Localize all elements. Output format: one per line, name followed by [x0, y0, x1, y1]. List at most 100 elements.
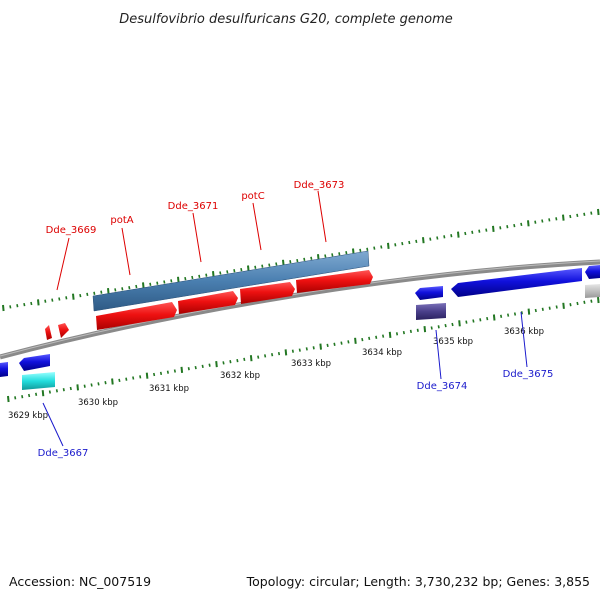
leader-dde-3671 — [192, 212, 202, 263]
outer-ring-major-tick — [527, 220, 530, 227]
outer-ring-minor-tick — [534, 220, 537, 224]
scale-label-3635: 3635 kbp — [433, 337, 473, 347]
reverse-gene-dde-3674 — [415, 286, 443, 300]
outer-ring-minor-tick — [16, 304, 19, 308]
outer-ring-minor-tick — [128, 286, 131, 290]
inner-ring-minor-tick — [159, 371, 163, 376]
outer-ring-minor-tick — [58, 297, 61, 301]
outer-ring-minor-tick — [156, 281, 159, 285]
inner-ring-minor-tick — [28, 393, 31, 398]
reverse-gene-left-fragment — [0, 362, 8, 377]
scale-label-3633: 3633 kbp — [291, 359, 331, 369]
outer-ring-minor-tick — [44, 299, 47, 303]
inner-ring-minor-tick — [118, 378, 121, 383]
outer-ring-minor-tick — [499, 226, 502, 230]
outer-ring-major-tick — [72, 293, 75, 300]
inner-ring-major-tick — [7, 395, 10, 403]
gray-feature — [585, 284, 600, 298]
inner-ring-minor-tick — [305, 347, 308, 351]
outer-ring-major-tick — [562, 214, 565, 221]
inner-ring-minor-tick — [243, 357, 246, 362]
inner-ring-minor-tick — [437, 325, 440, 329]
outer-ring-minor-tick — [219, 271, 222, 275]
scale-label-3632: 3632 kbp — [220, 371, 260, 381]
inner-ring-minor-tick — [395, 332, 399, 336]
gene-label-dde-3671: Dde_3671 — [168, 201, 219, 212]
outer-ring-minor-tick — [226, 270, 229, 274]
outer-ring-minor-tick — [205, 273, 208, 277]
gene-label-dde-3673: Dde_3673 — [294, 180, 345, 191]
inner-ring-minor-tick — [444, 323, 447, 328]
forward-gene-dde-3671 — [178, 291, 238, 314]
inner-ring-major-tick — [319, 343, 322, 350]
inner-ring-major-tick — [284, 349, 288, 356]
outer-ring-minor-tick — [520, 222, 523, 227]
gene-label-pota: potA — [110, 215, 133, 226]
inner-ring-major-tick — [41, 390, 45, 397]
inner-ring-minor-tick — [104, 381, 107, 385]
outer-ring-major-tick — [457, 231, 460, 238]
inner-ring-minor-tick — [257, 355, 260, 359]
inner-ring-minor-tick — [541, 307, 544, 311]
outer-ring-minor-tick — [583, 212, 586, 216]
outer-ring-major-tick — [597, 208, 600, 216]
leader-pota — [121, 227, 131, 276]
genome-summary-label: Topology: circular; Length: 3,730,232 bp… — [246, 574, 590, 589]
gene-label-potc: potC — [241, 191, 264, 202]
forward-gene-pota — [96, 302, 177, 330]
inner-ring-minor-tick — [187, 367, 190, 371]
reverse-gene-right-fragment — [585, 265, 600, 279]
gene-label-dde-3675: Dde_3675 — [503, 369, 554, 380]
gene-label-dde-3669: Dde_3669 — [46, 225, 97, 236]
inner-ring-minor-tick — [201, 364, 204, 369]
outer-ring-minor-tick — [541, 219, 544, 223]
purple-feature — [416, 303, 446, 320]
inner-ring-minor-tick — [486, 316, 489, 321]
outer-ring-minor-tick — [121, 287, 124, 291]
outer-ring-minor-tick — [485, 228, 488, 232]
inner-ring-minor-tick — [583, 300, 586, 304]
leader-dde-3674 — [435, 329, 442, 380]
inner-ring-major-tick — [354, 337, 357, 344]
inner-ring-minor-tick — [48, 390, 51, 394]
inner-ring-minor-tick — [520, 311, 523, 315]
inner-ring-minor-tick — [264, 354, 267, 358]
forward-gene-dde-3669-fragment-b — [58, 323, 69, 338]
inner-ring-minor-tick — [229, 360, 232, 364]
outer-ring-minor-tick — [114, 288, 117, 292]
inner-ring-minor-tick — [555, 305, 558, 309]
inner-ring-major-tick — [180, 366, 184, 373]
inner-ring-minor-tick — [513, 312, 517, 316]
outer-ring-minor-tick — [86, 292, 89, 297]
outer-ring-minor-tick — [310, 256, 313, 260]
inner-ring-minor-tick — [375, 335, 378, 339]
outer-ring-minor-tick — [373, 246, 376, 250]
outer-ring-minor-tick — [170, 279, 173, 283]
inner-ring-minor-tick — [534, 308, 537, 313]
scale-label-3634: 3634 kbp — [362, 348, 402, 358]
inner-ring-minor-tick — [14, 396, 17, 400]
inner-ring-minor-tick — [173, 369, 176, 373]
outer-ring-minor-tick — [268, 263, 271, 267]
inner-tick-ring — [7, 296, 600, 403]
outer-ring-minor-tick — [100, 290, 103, 294]
outer-ring-minor-tick — [415, 239, 418, 244]
inner-ring-minor-tick — [333, 342, 336, 346]
outer-ring-minor-tick — [324, 254, 327, 258]
inner-ring-major-tick — [249, 355, 253, 362]
outer-ring-minor-tick — [513, 223, 516, 228]
inner-ring-major-tick — [492, 314, 496, 321]
outer-ring-minor-tick — [506, 225, 509, 229]
outer-ring-minor-tick — [65, 296, 68, 300]
outer-ring-minor-tick — [569, 214, 572, 219]
inner-ring-minor-tick — [340, 341, 343, 345]
outer-ring-minor-tick — [149, 282, 152, 286]
map-title: Desulfovibrio desulfuricans G20, complet… — [119, 12, 453, 27]
outer-ring-minor-tick — [338, 252, 341, 256]
outer-ring-minor-tick — [135, 284, 138, 289]
inner-ring-major-tick — [76, 384, 79, 391]
inner-ring-minor-tick — [55, 389, 58, 393]
inner-ring-major-tick — [562, 302, 565, 309]
inner-ring-minor-tick — [291, 349, 294, 353]
